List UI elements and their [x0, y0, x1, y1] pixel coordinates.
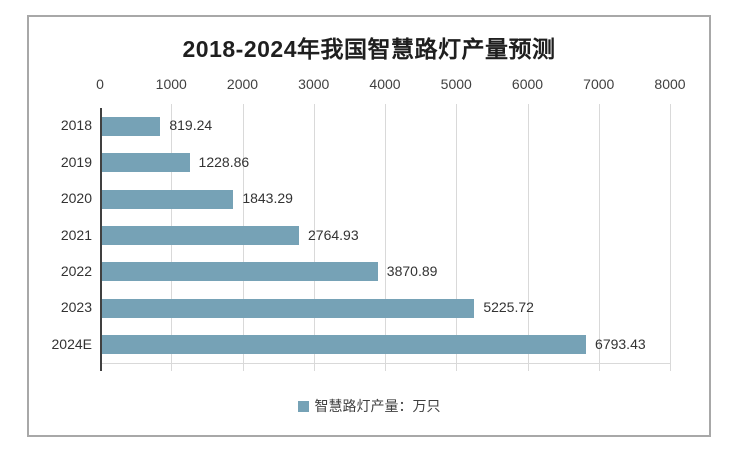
x-axis-tick-label: 6000: [511, 76, 544, 92]
gridline: [598, 104, 600, 371]
x-axis-tick-label: 3000: [298, 76, 330, 92]
category-label: 2020: [60, 190, 92, 207]
bar: [102, 189, 234, 209]
value-label: 819.24: [169, 117, 213, 134]
category-label: 2018: [60, 117, 92, 134]
bar: [102, 116, 161, 136]
bar: [102, 226, 299, 245]
x-axis-tick-label: 2000: [226, 76, 259, 92]
value-label: 1843.29: [242, 190, 293, 207]
value-label: 6793.43: [595, 335, 646, 352]
bar: [102, 298, 475, 318]
x-axis-tick-label: 5000: [440, 76, 472, 92]
x-axis-tick-label: 4000: [369, 76, 401, 92]
value-label: 2764.93: [308, 226, 359, 243]
chart-title: 2018-2024年我国智慧路灯产量预测: [182, 36, 556, 62]
x-axis-tick-label: 0: [96, 76, 104, 92]
category-label: 2022: [60, 262, 92, 279]
x-axis-tick-label: 1000: [155, 76, 187, 92]
gridline: [385, 104, 386, 371]
category-label: 2024E: [51, 335, 92, 352]
category-label: 2023: [60, 299, 92, 316]
x-axis-tick-label: 7000: [583, 76, 615, 92]
value-label: 3870.89: [386, 262, 438, 279]
legend-swatch-icon: [297, 400, 309, 412]
value-label: 1228.86: [198, 153, 250, 170]
category-label: 2019: [60, 153, 92, 170]
legend-series-label: 智慧路灯产量：万只: [314, 398, 441, 414]
bar: [102, 262, 378, 282]
value-label: 5225.72: [483, 299, 534, 316]
legend: 智慧路灯产量：万只: [27, 396, 711, 416]
bar: [102, 153, 190, 173]
gridline: [670, 104, 671, 371]
gridline: [527, 104, 529, 371]
x-axis-tick-label: 8000: [654, 76, 686, 92]
y-axis-line: [100, 108, 102, 371]
gridline: [313, 104, 315, 371]
gridline: [456, 104, 458, 371]
x-axis-baseline: [100, 363, 670, 364]
category-label: 2021: [60, 226, 92, 243]
bar: [102, 335, 587, 355]
